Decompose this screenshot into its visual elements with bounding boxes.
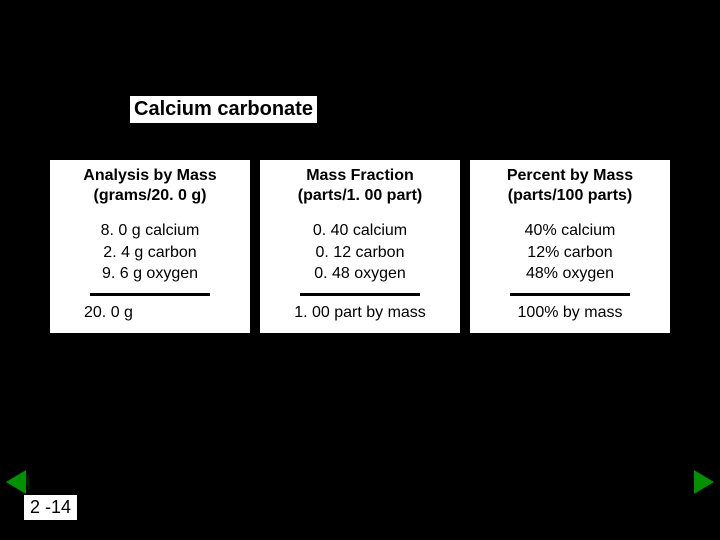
prev-arrow-icon[interactable]	[6, 470, 26, 494]
sum-divider	[510, 293, 630, 296]
value-oxygen: 0. 48 oxygen	[268, 263, 452, 285]
total-value: 100% by mass	[478, 302, 662, 324]
header-line-2: (parts/1. 00 part)	[298, 186, 422, 206]
header-line-1: Analysis by Mass	[83, 166, 216, 186]
header-line-2: (grams/20. 0 g)	[83, 186, 216, 206]
column-body: 40% calcium 12% carbon 48% oxygen 100% b…	[478, 220, 662, 323]
value-calcium: 40% calcium	[478, 220, 662, 242]
value-carbon: 0. 12 carbon	[268, 242, 452, 264]
total-value: 20. 0 g	[84, 304, 133, 321]
value-oxygen: 48% oxygen	[478, 263, 662, 285]
slide-title: Calcium carbonate	[130, 96, 317, 123]
value-carbon: 12% carbon	[478, 242, 662, 264]
column-header: Analysis by Mass (grams/20. 0 g)	[83, 166, 216, 206]
column-body: 8. 0 g calcium 2. 4 g carbon 9. 6 g oxyg…	[58, 220, 242, 323]
column-header: Percent by Mass (parts/100 parts)	[507, 166, 633, 206]
value-oxygen: 9. 6 g oxygen	[58, 263, 242, 285]
data-columns: Analysis by Mass (grams/20. 0 g) 8. 0 g …	[50, 160, 670, 333]
value-calcium: 0. 40 calcium	[268, 220, 452, 242]
value-calcium: 8. 0 g calcium	[58, 220, 242, 242]
column-body: 0. 40 calcium 0. 12 carbon 0. 48 oxygen …	[268, 220, 452, 323]
sum-divider	[90, 293, 210, 296]
column-mass-fraction: Mass Fraction (parts/1. 00 part) 0. 40 c…	[260, 160, 460, 333]
next-arrow-icon[interactable]	[694, 470, 714, 494]
column-percent-by-mass: Percent by Mass (parts/100 parts) 40% ca…	[470, 160, 670, 333]
page-number: 2 -14	[24, 495, 77, 520]
header-line-1: Mass Fraction	[298, 166, 422, 186]
header-line-1: Percent by Mass	[507, 166, 633, 186]
column-header: Mass Fraction (parts/1. 00 part)	[298, 166, 422, 206]
value-carbon: 2. 4 g carbon	[58, 242, 242, 264]
total-value: 1. 00 part by mass	[268, 302, 452, 324]
column-analysis-by-mass: Analysis by Mass (grams/20. 0 g) 8. 0 g …	[50, 160, 250, 333]
header-line-2: (parts/100 parts)	[507, 186, 633, 206]
sum-divider	[300, 293, 420, 296]
